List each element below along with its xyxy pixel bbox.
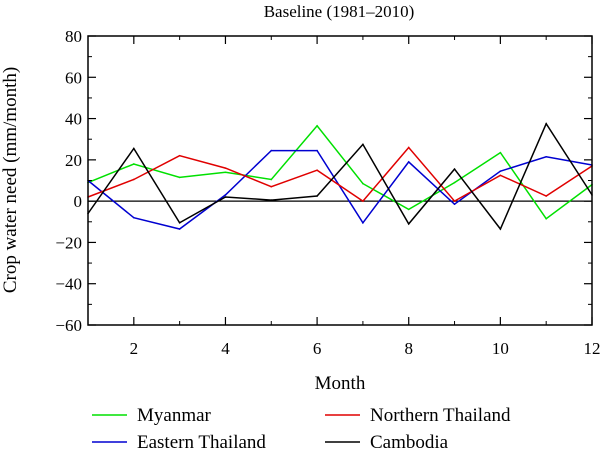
data-point: [407, 208, 410, 211]
series-line-0: [87, 124, 593, 220]
data-point: [453, 203, 456, 206]
data-point: [499, 151, 502, 154]
data-point: [133, 147, 135, 150]
y-tick-label: −20: [55, 233, 82, 252]
data-point: [316, 149, 318, 152]
data-point: [362, 182, 364, 185]
data-point: [545, 122, 547, 125]
y-tick-label: 40: [65, 110, 82, 129]
y-tick-label: 20: [65, 151, 82, 170]
data-point: [499, 170, 502, 173]
legend-label: Eastern Thailand: [137, 432, 266, 453]
data-point: [178, 154, 181, 157]
x-tick-label: 8: [404, 339, 413, 358]
data-point: [499, 174, 502, 177]
y-tick-label: −60: [55, 316, 82, 335]
data-point: [407, 223, 410, 225]
plot-frame: [87, 35, 593, 326]
series-line-2: [87, 146, 593, 203]
data-point: [178, 228, 181, 230]
data-point: [362, 222, 364, 224]
data-point: [545, 217, 547, 220]
series-line-1: [87, 149, 593, 230]
y-tick-label: −40: [55, 275, 82, 294]
chart-title: Baseline (1981–2010): [264, 2, 415, 21]
data-point: [178, 222, 181, 224]
legend-label: Northern Thailand: [370, 405, 511, 426]
data-point: [270, 149, 273, 152]
y-tick-label: 0: [74, 192, 83, 211]
data-point: [316, 169, 318, 171]
data-point: [407, 146, 410, 149]
data-point: [224, 167, 227, 169]
y-tick-label: 80: [65, 27, 82, 46]
series-line-3: [87, 122, 593, 231]
data-point: [453, 200, 456, 202]
legend-label: Myanmar: [137, 405, 212, 426]
axes: −60 −40 −20 0 20 40 60 80 2 4 6 8 10 12: [55, 27, 600, 358]
data-point: [224, 171, 227, 174]
data-point: [133, 216, 135, 219]
data-point: [316, 124, 318, 127]
data-point: [133, 178, 135, 181]
x-axis-label: Month: [315, 373, 366, 394]
x-tick-label: 4: [221, 339, 230, 358]
data-point: [362, 143, 364, 146]
data-point: [362, 200, 364, 202]
data-point: [453, 181, 456, 184]
plot-area: [87, 122, 593, 231]
data-point: [224, 194, 227, 196]
data-point: [316, 195, 318, 197]
legend-label: Cambodia: [370, 432, 449, 453]
x-tick-label: 2: [130, 339, 139, 358]
data-point: [407, 161, 410, 163]
legend: Myanmar Eastern Thailand Northern Thailand…: [92, 405, 511, 453]
x-tick-label: 10: [492, 339, 509, 358]
data-point: [270, 199, 273, 201]
data-point: [178, 176, 181, 179]
x-tick-label: 12: [584, 339, 600, 358]
x-tick-label: 6: [313, 339, 322, 358]
data-point: [270, 178, 273, 181]
data-point: [545, 195, 547, 197]
data-point: [499, 228, 502, 230]
data-point: [270, 185, 273, 188]
y-tick-label: 60: [65, 68, 82, 87]
data-point: [453, 168, 456, 170]
data-point: [224, 196, 227, 198]
data-point: [133, 163, 135, 165]
data-point: [545, 155, 547, 158]
y-axis-label: Crop water need (mm/month): [0, 67, 21, 293]
